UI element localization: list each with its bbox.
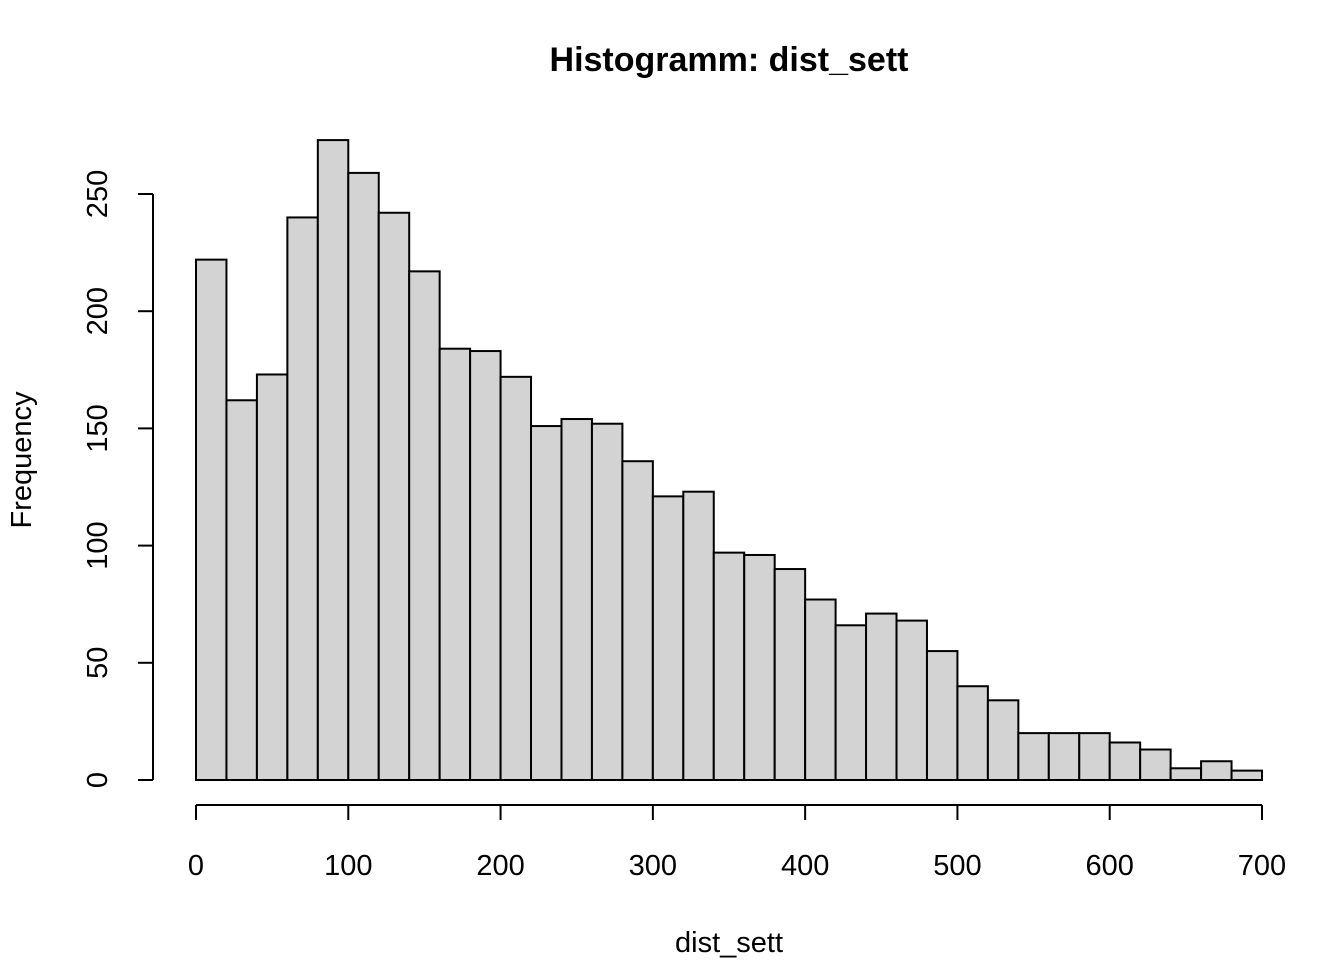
histogram-bar xyxy=(1108,741,1142,781)
histogram-bar xyxy=(377,211,411,781)
histogram-bar xyxy=(316,139,350,781)
y-tick-label: 100 xyxy=(82,521,114,569)
histogram-bar xyxy=(1139,748,1172,782)
histogram-bar xyxy=(499,375,533,781)
y-tick-label: 50 xyxy=(82,647,114,679)
x-tick-label: 500 xyxy=(933,850,981,882)
histogram-bar xyxy=(286,216,319,781)
histogram-bar xyxy=(1230,769,1263,782)
histogram-bar xyxy=(865,612,898,781)
histogram-bar xyxy=(804,598,837,782)
histogram-bar xyxy=(712,551,746,782)
histogram-bar xyxy=(1169,767,1203,782)
histogram-bar xyxy=(530,425,563,781)
x-axis-label: dist_sett xyxy=(675,927,783,959)
y-tick-label: 150 xyxy=(82,404,114,452)
histogram-bar xyxy=(956,685,989,781)
histogram-bar xyxy=(590,422,624,781)
histogram-bar xyxy=(986,699,1020,782)
histogram-bar xyxy=(1017,732,1050,781)
histogram-bar xyxy=(255,373,289,781)
histogram-bar xyxy=(560,418,593,781)
x-tick-label: 100 xyxy=(324,850,372,882)
y-tick-label: 250 xyxy=(82,170,114,218)
x-axis: 0 100 200 300 400 500 600 700 xyxy=(188,804,1286,882)
histogram-bar xyxy=(438,347,472,781)
histogram-bar xyxy=(347,171,380,782)
histogram-bar xyxy=(469,350,502,781)
histogram-bar xyxy=(743,553,776,782)
histogram-bar xyxy=(1078,732,1111,781)
x-tick-label: 700 xyxy=(1238,850,1286,882)
histogram-bar xyxy=(1047,732,1081,781)
y-axis-label: Frequency xyxy=(6,391,38,529)
histogram-bar xyxy=(621,460,654,781)
histogram-bar xyxy=(225,399,258,781)
y-axis: 0 50 100 150 200 250 xyxy=(82,170,154,788)
y-tick-label: 0 xyxy=(82,772,114,788)
histogram-bar xyxy=(682,490,715,781)
histogram-bar xyxy=(773,568,807,781)
y-tick-label: 200 xyxy=(82,287,114,335)
x-tick-label: 600 xyxy=(1086,850,1134,882)
histogram-bar xyxy=(1200,760,1233,781)
x-tick-label: 300 xyxy=(629,850,677,882)
histogram-bar xyxy=(195,258,228,781)
x-tick-label: 200 xyxy=(476,850,524,882)
histogram-bar xyxy=(925,650,959,782)
histogram-bar xyxy=(651,495,685,781)
x-tick-label: 400 xyxy=(781,850,829,882)
histogram-bar xyxy=(408,270,441,781)
histogram-bar xyxy=(895,619,928,781)
histogram-bar xyxy=(834,624,868,782)
x-tick-label: 0 xyxy=(188,850,204,882)
bars xyxy=(195,139,1263,782)
chart-title: Histogramm: dist_sett xyxy=(550,41,909,79)
